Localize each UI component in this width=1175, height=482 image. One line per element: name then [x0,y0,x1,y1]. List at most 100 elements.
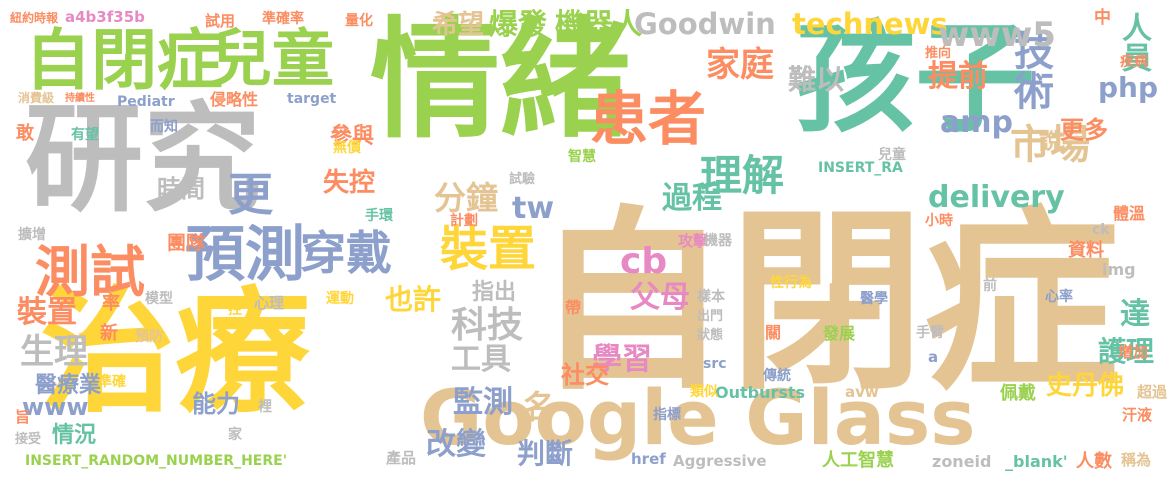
cloud-word: 預測 [185,220,305,290]
cloud-word: delivery [928,180,1065,215]
cloud-word: 產品 [386,449,417,467]
cloud-word: 關 [765,323,782,342]
cloud-word: _blank' [1005,452,1068,471]
cloud-word: 孩子 [795,10,1035,149]
cloud-word: 有望 [71,127,99,143]
cloud-word: 更 [228,168,274,221]
cloud-word: 試驗 [509,172,536,187]
cloud-word: ck [1092,222,1110,238]
cloud-word: 穿戴 [300,226,392,280]
cloud-word: 無價 [333,140,361,156]
cloud-word: 帶 [565,298,582,317]
cloud-word: 侵略性 [210,90,259,109]
cloud-word: 紐約時報 [10,11,59,25]
cloud-word: 難以 [788,63,845,96]
cloud-word: technews [792,7,948,41]
cloud-word: 達 [1120,297,1150,332]
cloud-word: 資料 [1068,240,1104,261]
cloud-word: 參與 [330,124,375,149]
cloud-word: 擴增 [18,227,46,243]
cloud-word: 類似 [690,384,718,400]
cloud-word: 失控 [323,168,376,198]
cloud-word: 裝置 [17,295,77,330]
cloud-word: 機器 [704,233,732,249]
cloud-word: 情況 [52,423,97,448]
cloud-word: 裝置 [440,221,537,277]
cloud-word: 指出 [472,280,517,305]
cloud-word: 前 [983,278,997,294]
cloud-word: 醫學 [860,291,888,307]
cloud-word: 更多 [1060,116,1108,144]
cloud-word: cb [620,241,668,282]
cloud-word: Aggressive [673,452,767,470]
cloud-word: 人工智慧 [822,450,894,471]
cloud-word: www5 [938,15,1056,55]
cloud-word: 改變 [426,427,486,462]
cloud-word: 發展 [823,324,856,343]
cloud-word: avw [845,383,879,401]
cloud-word: 疾病 [1120,54,1148,70]
cloud-word: 中 [1094,8,1111,28]
cloud-word: Goodwin [634,7,776,41]
cloud-word: 學習 [592,342,652,377]
cloud-word: 人員 [1116,12,1151,72]
cloud-word: src [703,356,727,372]
cloud-word: 研究 [25,90,262,228]
cloud-word: 狀態 [697,328,724,343]
cloud-word: amp [940,105,1013,140]
cloud-word: 測試 [35,240,146,304]
cloud-word: 過程 [662,181,722,216]
cloud-word: 傳統 [763,368,791,384]
cloud-word: 攻擊 [678,232,709,250]
cloud-word: 生理 [20,332,88,372]
cloud-word: 裡 [258,399,272,415]
cloud-word: img [1102,260,1136,279]
cloud-word: 父母 [630,280,690,315]
cloud-word: 體溫 [1113,204,1146,223]
cloud-word: 團隊 [167,232,206,254]
cloud-word: 家庭 [706,45,774,85]
cloud-word: 監測 [453,385,513,420]
cloud-word: www [22,393,89,421]
cloud-word: 運動 [326,291,354,307]
cloud-word: 能力 [192,390,240,418]
cloud-word: 增加 [1118,343,1149,361]
cloud-word: href [631,450,666,468]
cloud-word: 也許 [385,283,442,316]
cloud-word: 希望 [432,10,485,40]
cloud-word: 準確率 [262,11,304,27]
cloud-word: 出門 [697,309,724,324]
cloud-word: 提前 [928,59,988,94]
cloud-word: 預防 [135,329,163,345]
cloud-word: 手環 [365,208,393,224]
cloud-word: 患者 [590,85,707,153]
cloud-word: INSERT_RANDOM_NUMBER_HERE' [25,453,288,469]
cloud-word: 試用 [205,12,236,30]
cloud-word: Google Glass [420,373,976,462]
cloud-word: 性行為 [770,275,812,291]
cloud-word: 工具 [451,342,511,377]
cloud-word: 量化 [345,13,373,29]
cloud-word: 推向 [925,46,952,61]
cloud-word: 說 [1039,130,1062,155]
cloud-word: 樣本 [697,289,725,305]
cloud-word: 汗液 [1122,406,1153,424]
cloud-word: 人數 [1076,451,1112,472]
cloud-word: 時間 [157,175,205,203]
cloud-word: 爆發 [489,7,548,41]
cloud-word: target [287,91,337,107]
cloud-word: 社交 [561,361,609,389]
cloud-word: 旨 [15,408,31,426]
cloud-word: 技術 [1007,30,1053,110]
cloud-word: 小時 [925,213,953,229]
cloud-word: 治療 [40,274,310,431]
cloud-word: Pediatr [117,94,175,110]
cloud-word: 心率 [1045,289,1073,305]
cloud-word: 家 [228,427,242,443]
cloud-word: 手臂 [916,325,944,341]
cloud-word: 稱為 [1121,451,1152,469]
cloud-word: 自閉症 [25,22,223,99]
cloud-word: 而知 [150,119,178,135]
cloud-word: 超過 [1137,383,1168,401]
cloud-word: a [928,348,939,366]
